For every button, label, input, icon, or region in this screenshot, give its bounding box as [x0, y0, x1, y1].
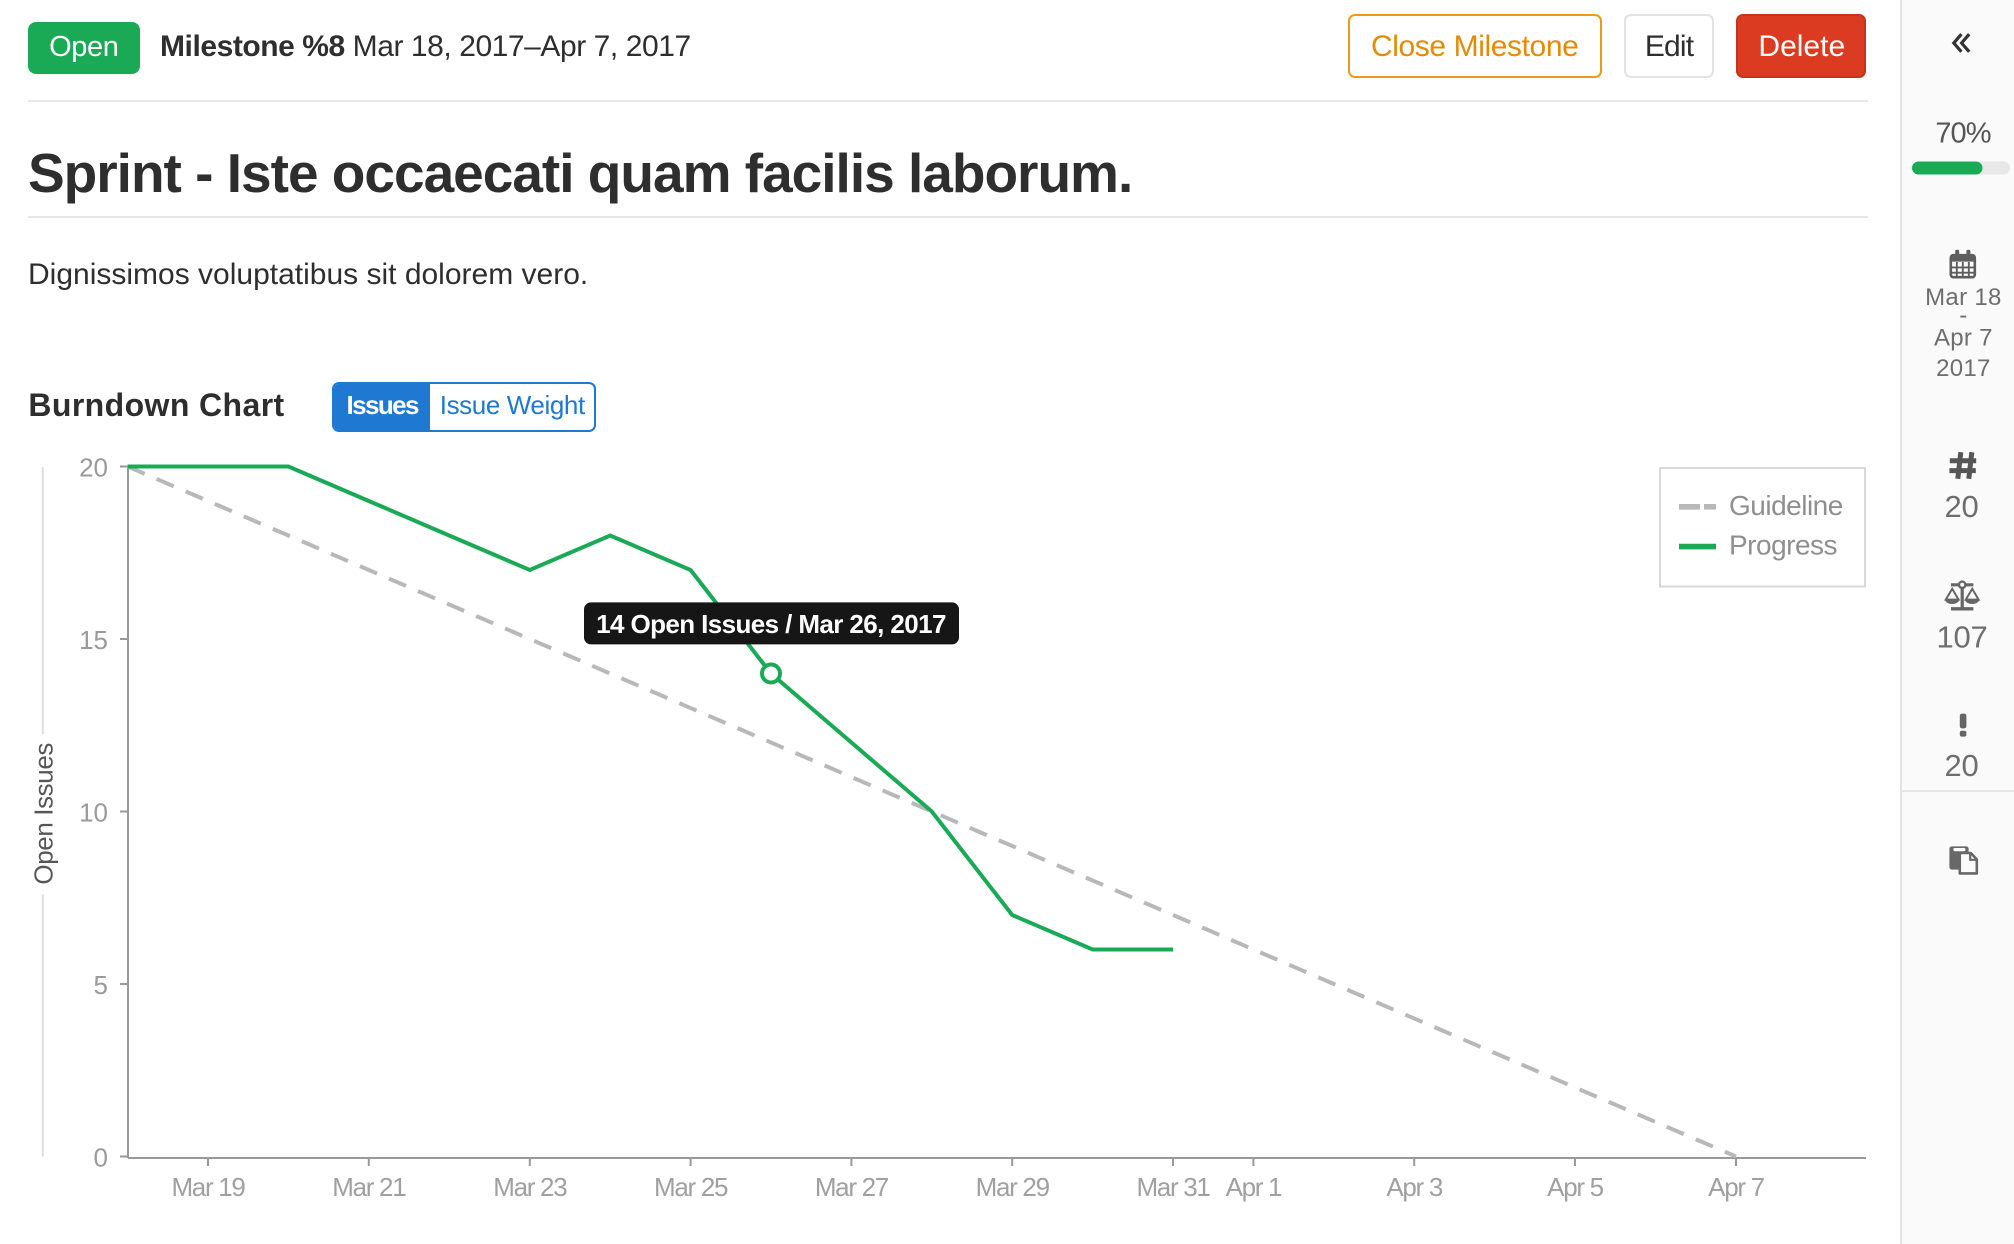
svg-text:20: 20: [1943, 489, 1977, 524]
svg-text:Guideline: Guideline: [1729, 490, 1843, 521]
svg-text:Mar 31: Mar 31: [1136, 1172, 1210, 1202]
svg-text:Mar 27: Mar 27: [815, 1172, 889, 1202]
svg-text:Apr 5: Apr 5: [1547, 1172, 1603, 1202]
svg-text:5: 5: [94, 970, 108, 1000]
svg-text:Mar 21: Mar 21: [332, 1172, 406, 1202]
svg-text:20: 20: [79, 453, 108, 483]
svg-text:0: 0: [94, 1143, 108, 1173]
svg-text:Mar 19: Mar 19: [171, 1172, 245, 1202]
svg-text:107: 107: [1935, 620, 1986, 655]
svg-text:14 Open Issues / Mar 26, 2017: 14 Open Issues / Mar 26, 2017: [596, 609, 946, 639]
svg-text:Mar 25: Mar 25: [654, 1172, 728, 1202]
svg-text:Mar 29: Mar 29: [976, 1172, 1050, 1202]
svg-text:70%: 70%: [1934, 118, 1989, 150]
svg-text:Apr 7: Apr 7: [1708, 1172, 1764, 1202]
svg-text:Mar 23: Mar 23: [493, 1172, 567, 1202]
svg-text:20: 20: [1943, 748, 1977, 783]
svg-text:Mar 18: Mar 18: [1924, 284, 2001, 311]
svg-text:Progress: Progress: [1729, 530, 1837, 561]
svg-text:15: 15: [79, 625, 108, 655]
svg-text:Apr 3: Apr 3: [1386, 1172, 1442, 1202]
svg-text:2017: 2017: [1935, 355, 1990, 382]
svg-text:Apr 1: Apr 1: [1226, 1172, 1282, 1202]
svg-text:10: 10: [79, 798, 108, 828]
svg-text:-: -: [1958, 302, 1966, 329]
svg-text:Apr 7: Apr 7: [1933, 324, 1992, 351]
svg-text:Open Issues: Open Issues: [29, 743, 59, 885]
